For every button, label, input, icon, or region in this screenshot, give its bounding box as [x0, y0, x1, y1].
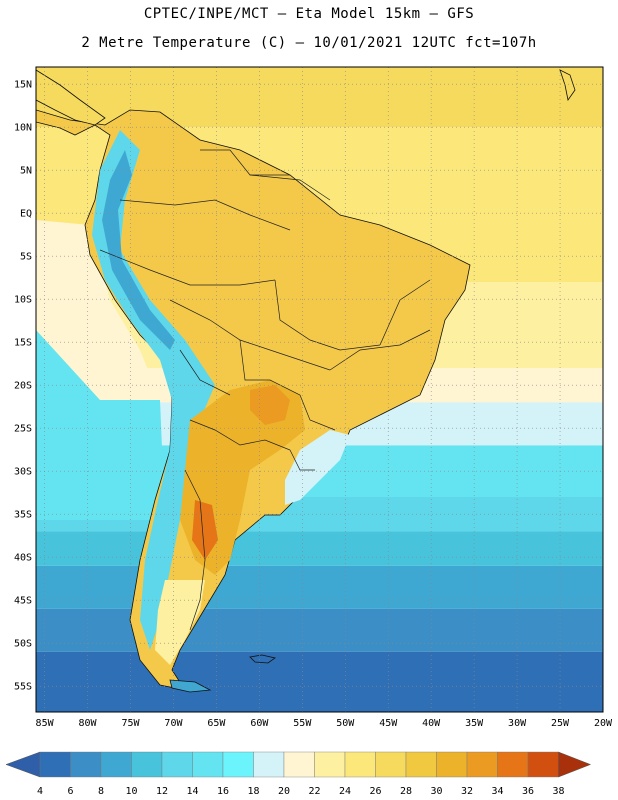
colorbar-cell [222, 751, 254, 778]
andes-cool-band [92, 130, 215, 650]
lat-label: 50S [14, 639, 32, 650]
lat-label: 20S [14, 381, 32, 392]
chaco-hot-spot [250, 385, 290, 425]
lat-label: 10S [14, 295, 32, 306]
chart-subtitle: 2 Metre Temperature (C) – 10/01/2021 12U… [81, 35, 537, 51]
map-frame [35, 66, 604, 713]
colorbar-label: 24 [339, 786, 351, 797]
chart-title: CPTEC/INPE/MCT – Eta Model 15km – GFS [143, 6, 475, 22]
lat-label: 10N [14, 123, 32, 134]
lat-label: 25S [14, 424, 32, 435]
lat-label: 40S [14, 553, 32, 564]
colorbar-label: 36 [522, 786, 534, 797]
colorbar-cell [192, 751, 224, 778]
colorbar-cell [131, 751, 163, 778]
colorbar-label: 38 [552, 786, 564, 797]
lat-label: EQ [20, 209, 32, 220]
map-figure: 15N 10N 5N EQ 5S 10S 15S 20S 25S 30S 35S 40S 45S 50S 5… [14, 66, 613, 729]
colorbar-label: 32 [461, 786, 473, 797]
colorbar: 4 6 8 10 12 14 16 18 20 22 24 26 28 30 32 34 36 38 [5, 751, 592, 797]
colorbar-label: 12 [156, 786, 168, 797]
colorbar-label: 4 [37, 786, 43, 797]
colorbar-label: 26 [369, 786, 381, 797]
ocean-band-12 [36, 531, 603, 566]
lon-label: 20W [594, 718, 613, 729]
colorbar-label: 30 [430, 786, 442, 797]
falkland-islands [249, 654, 276, 664]
lon-label: 40W [422, 718, 441, 729]
colorbar-label: 34 [491, 786, 503, 797]
lat-label: 5N [20, 166, 32, 177]
colorbar-cell [497, 751, 529, 778]
colorbar-label: 8 [98, 786, 104, 797]
colorbar-cell [70, 751, 102, 778]
colorbar-cell [436, 751, 468, 778]
longitude-labels: 85W 80W 75W 70W 65W 60W 55W 50W 45W 40W 35W 30W 25W 2… [36, 718, 613, 729]
map-gridlines [36, 67, 603, 712]
lon-label: 75W [121, 718, 140, 729]
lon-label: 35W [465, 718, 484, 729]
colorbar-label: 14 [186, 786, 198, 797]
lat-label: 55S [14, 682, 32, 693]
lon-label: 50W [336, 718, 355, 729]
colorbar-cell [283, 751, 315, 778]
lat-label: 35S [14, 510, 32, 521]
caribbean-islands [559, 69, 576, 101]
ocean-band-6 [36, 651, 603, 712]
lon-label: 55W [293, 718, 312, 729]
colorbar-high-arrow [558, 751, 592, 778]
colorbar-label: 6 [67, 786, 73, 797]
lon-label: 25W [551, 718, 570, 729]
tierra-del-fuego [169, 679, 212, 693]
lat-label: 15N [14, 80, 32, 91]
lat-label: 45S [14, 596, 32, 607]
colorbar-cell [466, 751, 498, 778]
lon-label: 85W [36, 718, 55, 729]
colorbar-label: 10 [125, 786, 137, 797]
lon-label: 30W [508, 718, 527, 729]
colorbar-cell [344, 751, 376, 778]
ocean-band-8 [36, 608, 603, 652]
lat-label: 15S [14, 338, 32, 349]
colorbar-cell [314, 751, 346, 778]
lon-label: 60W [250, 718, 269, 729]
lon-label: 70W [164, 718, 183, 729]
colorbar-label: 20 [278, 786, 290, 797]
lon-label: 45W [379, 718, 398, 729]
pampas-hot-spot [192, 500, 218, 560]
colorbar-cell [161, 751, 193, 778]
map-panel [36, 67, 603, 712]
colorbar-cell [405, 751, 437, 778]
colorbar-labels: 4 6 8 10 12 14 16 18 20 22 24 26 28 30 32 34 36 38 [37, 786, 565, 797]
colorbar-cell [39, 751, 71, 778]
pacific-coastal-cool-band [36, 220, 160, 400]
colorbar-cell [100, 751, 132, 778]
colorbar-cell [375, 751, 407, 778]
colorbar-label: 22 [308, 786, 320, 797]
latitude-labels: 15N 10N 5N EQ 5S 10S 15S 20S 25S 30S 35S 40S 45S 50S 5… [14, 80, 32, 693]
ocean-band-10 [36, 565, 603, 609]
colorbar-label: 16 [217, 786, 229, 797]
pacific-cyan-band [36, 330, 165, 520]
lat-label: 5S [20, 252, 32, 263]
colorbar-low-arrow [5, 751, 41, 778]
southeast-brazil-cool-patch [285, 430, 350, 505]
colorbar-cell [527, 751, 559, 778]
colorbar-cell [253, 751, 285, 778]
lon-label: 80W [79, 718, 98, 729]
colorbar-cells [5, 751, 592, 778]
patagonia-cool-zone [155, 580, 205, 665]
colorbar-label: 28 [400, 786, 412, 797]
colorbar-label: 18 [247, 786, 259, 797]
lon-label: 65W [207, 718, 226, 729]
lat-label: 30S [14, 467, 32, 478]
